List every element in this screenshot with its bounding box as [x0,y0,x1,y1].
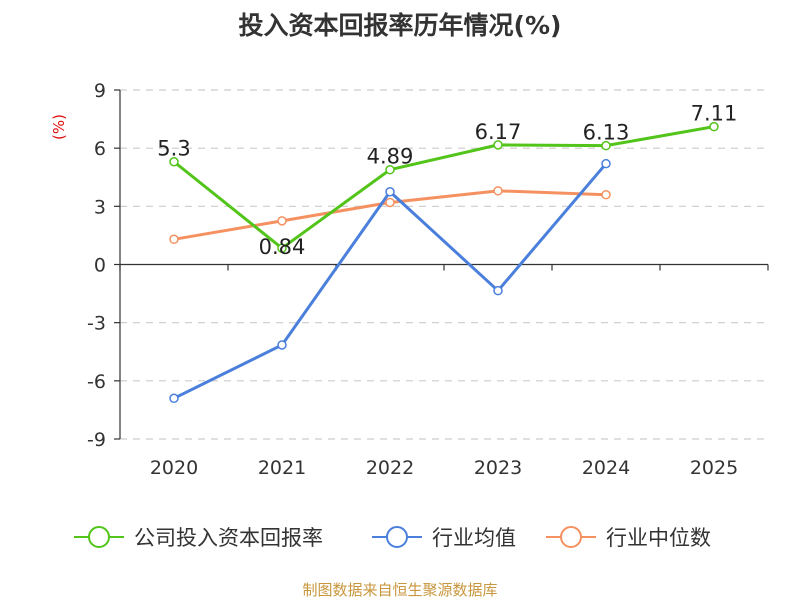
x-tick-label: 2020 [150,457,198,479]
data-label: 6.13 [583,121,630,145]
x-tick-label: 2021 [258,457,306,479]
legend: 公司投入资本回报率 行业均值 行业中位数 [74,526,711,550]
legend-label-1: 行业均值 [432,526,516,550]
y-tick-label: 9 [94,80,106,102]
legend-label-2: 行业中位数 [606,526,711,550]
y-tick-label: 3 [94,196,106,218]
data-point-2 [493,186,503,196]
x-tick-label: 2023 [474,457,522,479]
data-point-1 [277,340,287,350]
data-point-2 [169,234,179,245]
legend-marker-1 [386,526,408,548]
data-point-0 [385,164,395,175]
data-point-0 [601,140,611,151]
data-label: 6.17 [475,120,522,144]
series-line-0 [173,125,715,250]
legend-label-0: 公司投入资本回报率 [134,526,323,550]
y-tick-label: -3 [87,313,106,335]
data-point-2 [601,189,611,200]
y-tick-label: -6 [87,371,106,393]
legend-marker-2 [560,526,582,548]
tick-labels: 9 6 3 0 -3 -6 -9 2020 2021 2022 2023 2024 2025 (%) [50,80,738,479]
data-point-1 [493,285,503,296]
data-point-1 [601,158,611,169]
data-point-0 [709,121,719,132]
y-tick-label: 6 [94,138,106,160]
source-note: 制图数据来自恒生聚源数据库 [302,581,498,599]
x-tick-label: 2024 [582,457,630,479]
data-label: 4.89 [367,145,414,169]
x-tick-label: 2025 [690,457,738,479]
data-point-0 [493,140,503,150]
data-point-1 [169,393,179,404]
axes [114,89,769,440]
series-lines [169,121,719,404]
data-point-0 [169,156,179,167]
data-label: 5.3 [157,137,190,161]
x-tick-label: 2022 [366,457,414,479]
data-point-2 [385,197,395,208]
data-point-1 [385,187,395,197]
data-point-0 [277,243,287,253]
y-tick-label: 0 [94,255,106,277]
data-point-2 [277,216,287,226]
y-axis-unit: (%) [50,114,68,140]
data-labels: 5.3 0.84 4.89 6.17 6.13 7.11 [157,102,737,260]
chart-title: 投入资本回报率历年情况(%) [238,11,562,40]
y-tick-label: -9 [87,429,106,451]
data-label: 7.11 [691,102,738,126]
data-label: 0.84 [259,235,306,259]
legend-marker-0 [88,526,110,548]
